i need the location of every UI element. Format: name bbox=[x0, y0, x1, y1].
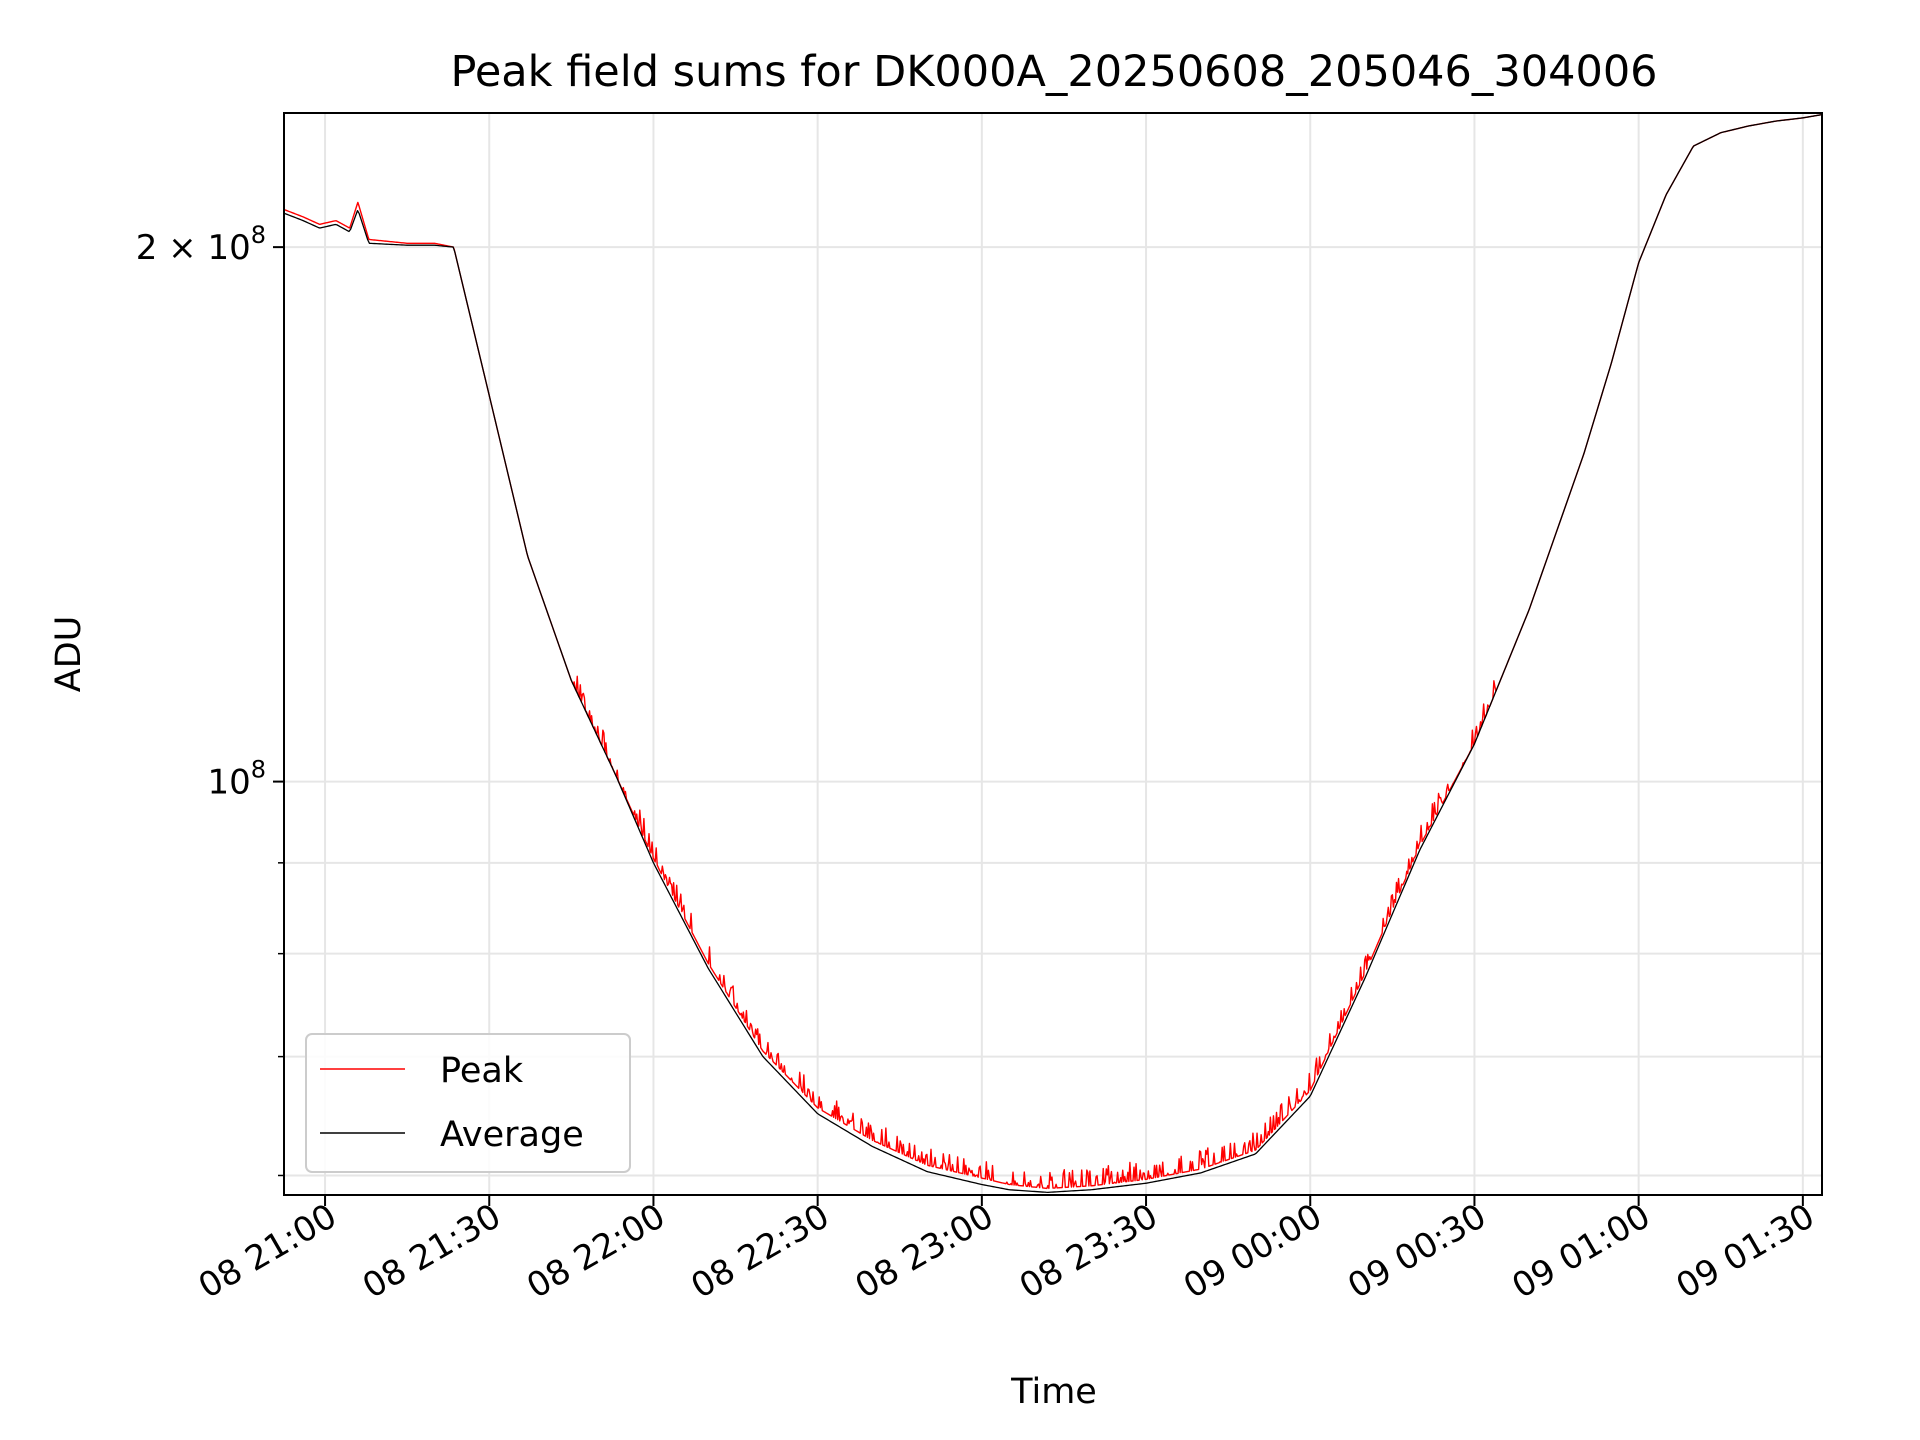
y-tick-base: 10 bbox=[207, 763, 250, 803]
x-axis-label: Time bbox=[1010, 1372, 1097, 1412]
plot-series bbox=[283, 113, 1823, 1193]
y-axis-label: ADU bbox=[49, 616, 89, 693]
y-tick-label: 2 × 108 bbox=[136, 221, 266, 268]
y-tick-mantissa: 2 × bbox=[136, 228, 208, 268]
legend: Peak Average bbox=[305, 1033, 631, 1173]
y-tick-exponent: 8 bbox=[251, 221, 266, 249]
grid bbox=[284, 113, 1822, 1195]
legend-label-average: Average bbox=[440, 1115, 584, 1155]
plot-frame bbox=[283, 112, 1823, 1196]
y-tick-base: 10 bbox=[207, 228, 250, 268]
chart-title: Peak field sums for DK000A_20250608_2050… bbox=[450, 47, 1657, 97]
y-tick-label: 108 bbox=[207, 756, 266, 803]
y-tick-exponent: 8 bbox=[251, 756, 266, 784]
legend-label-peak: Peak bbox=[440, 1051, 524, 1091]
series-line-average bbox=[283, 113, 1823, 1193]
